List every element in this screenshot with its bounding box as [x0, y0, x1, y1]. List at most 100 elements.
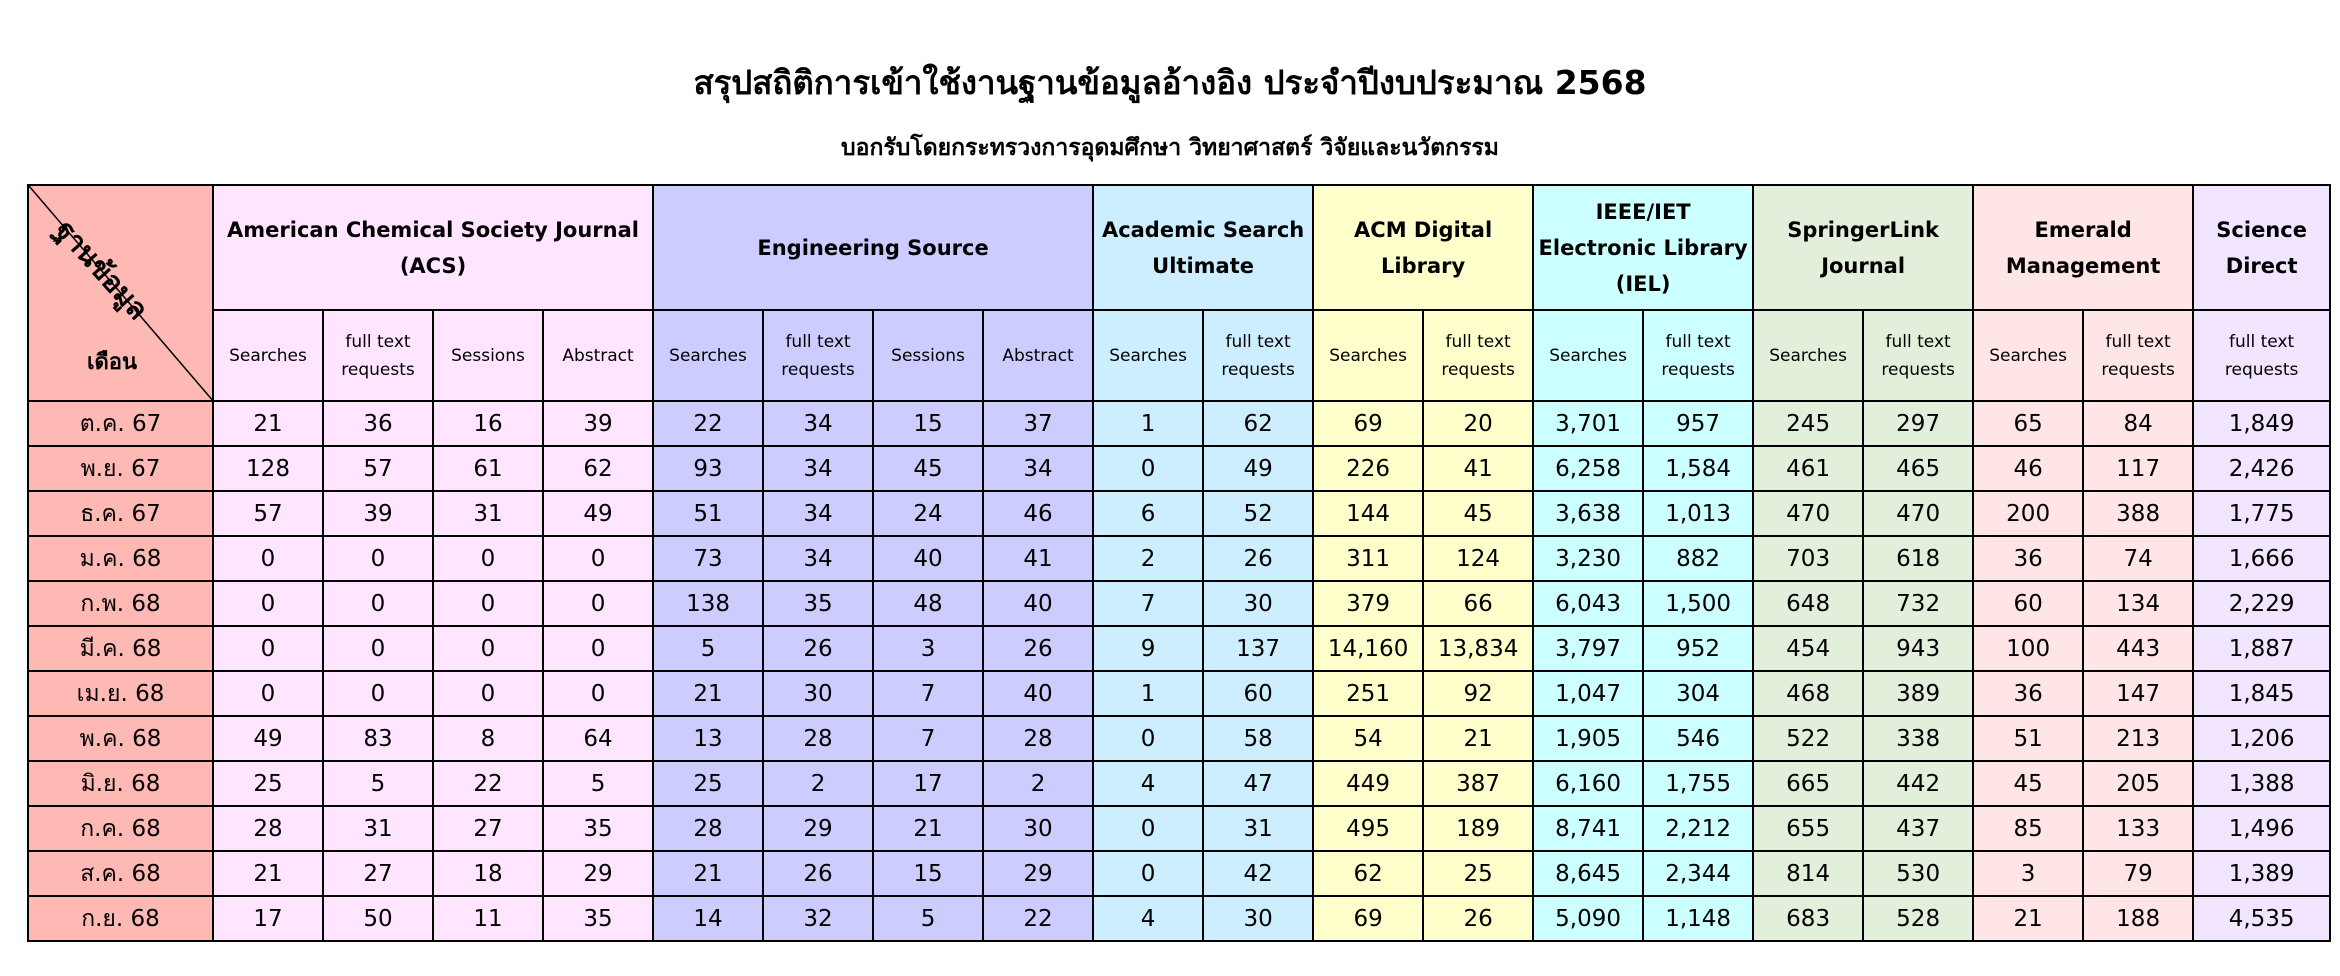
value-cell: 26	[1202, 535, 1315, 582]
value-cell: 25	[652, 760, 765, 807]
metric-header: full text requests	[2192, 309, 2332, 402]
value-cell: 137	[1202, 625, 1315, 672]
metric-header: Abstract	[541, 309, 655, 402]
value-cell: 45	[1422, 490, 1535, 537]
value-cell: 6,258	[1532, 445, 1645, 492]
usage-statistics-table: ฐานข้อมูล เดือน American Chemical Societ…	[27, 184, 2332, 942]
value-cell: 5	[652, 625, 765, 672]
value-cell: 30	[982, 805, 1095, 852]
value-cell: 943	[1862, 625, 1975, 672]
value-cell: 35	[541, 805, 655, 852]
value-cell: 304	[1642, 670, 1755, 717]
value-cell: 882	[1642, 535, 1755, 582]
value-cell: 26	[762, 625, 875, 672]
value-cell: 36	[322, 400, 434, 447]
value-cell: 8	[432, 715, 544, 762]
value-cell: 213	[2082, 715, 2195, 762]
value-cell: 46	[1972, 445, 2085, 492]
value-cell: 14,160	[1312, 625, 1425, 672]
value-cell: 0	[1092, 445, 1205, 492]
value-cell: 0	[212, 625, 324, 672]
month-cell: ก.ค. 68	[27, 805, 214, 852]
month-cell: ส.ค. 68	[27, 850, 214, 897]
value-cell: 311	[1312, 535, 1425, 582]
value-cell: 0	[1092, 715, 1205, 762]
value-cell: 128	[212, 445, 324, 492]
value-cell: 226	[1312, 445, 1425, 492]
value-cell: 74	[2082, 535, 2195, 582]
value-cell: 1,755	[1642, 760, 1755, 807]
value-cell: 20	[1422, 400, 1535, 447]
value-cell: 0	[322, 580, 434, 627]
value-cell: 34	[762, 445, 875, 492]
value-cell: 1,584	[1642, 445, 1755, 492]
value-cell: 703	[1752, 535, 1865, 582]
value-cell: 4,535	[2192, 895, 2332, 942]
value-cell: 16	[432, 400, 544, 447]
value-cell: 57	[322, 445, 434, 492]
value-cell: 29	[982, 850, 1095, 897]
table-row: เม.ย. 68 0 0 0 0 21 30 7 40 1 60 251 92 1,047 304 468 38…	[27, 670, 2332, 717]
value-cell: 21	[652, 670, 765, 717]
metric-header: full text requests	[322, 309, 434, 402]
value-cell: 1,496	[2192, 805, 2332, 852]
value-cell: 61	[432, 445, 544, 492]
value-cell: 470	[1752, 490, 1865, 537]
value-cell: 21	[1972, 895, 2085, 942]
value-cell: 92	[1422, 670, 1535, 717]
value-cell: 5	[541, 760, 655, 807]
value-cell: 0	[541, 670, 655, 717]
value-cell: 6	[1092, 490, 1205, 537]
value-cell: 1	[1092, 670, 1205, 717]
value-cell: 58	[1202, 715, 1315, 762]
value-cell: 205	[2082, 760, 2195, 807]
value-cell: 530	[1862, 850, 1975, 897]
value-cell: 28	[982, 715, 1095, 762]
value-cell: 443	[2082, 625, 2195, 672]
value-cell: 0	[322, 625, 434, 672]
value-cell: 7	[1092, 580, 1205, 627]
value-cell: 442	[1862, 760, 1975, 807]
value-cell: 648	[1752, 580, 1865, 627]
value-cell: 461	[1752, 445, 1865, 492]
value-cell: 52	[1202, 490, 1315, 537]
value-cell: 60	[1972, 580, 2085, 627]
value-cell: 13	[652, 715, 765, 762]
value-cell: 6,160	[1532, 760, 1645, 807]
value-cell: 379	[1312, 580, 1425, 627]
value-cell: 1,013	[1642, 490, 1755, 537]
value-cell: 41	[1422, 445, 1535, 492]
value-cell: 7	[872, 715, 985, 762]
value-cell: 0	[212, 580, 324, 627]
table-row: พ.ย. 67 128 57 61 62 93 34 45 34 0 49 226 41 6,258 1,5…	[27, 445, 2332, 492]
value-cell: 4	[1092, 895, 1205, 942]
value-cell: 388	[2082, 490, 2195, 537]
month-cell: ก.ย. 68	[27, 895, 214, 942]
value-cell: 0	[541, 625, 655, 672]
metric-header: full text requests	[2082, 309, 2195, 402]
value-cell: 34	[982, 445, 1095, 492]
value-cell: 47	[1202, 760, 1315, 807]
value-cell: 8,741	[1532, 805, 1645, 852]
value-cell: 69	[1312, 400, 1425, 447]
value-cell: 32	[762, 895, 875, 942]
metric-header: Searches	[1752, 309, 1865, 402]
value-cell: 40	[982, 670, 1095, 717]
database-header: Emerald Management	[1972, 184, 2195, 311]
value-cell: 0	[432, 535, 544, 582]
value-cell: 1,845	[2192, 670, 2332, 717]
month-cell: ธ.ค. 67	[27, 490, 214, 537]
value-cell: 732	[1862, 580, 1975, 627]
database-header: Academic Search Ultimate	[1092, 184, 1315, 311]
value-cell: 31	[1202, 805, 1315, 852]
value-cell: 24	[872, 490, 985, 537]
value-cell: 5	[322, 760, 434, 807]
metric-header: Sessions	[432, 309, 544, 402]
value-cell: 29	[541, 850, 655, 897]
value-cell: 62	[1202, 400, 1315, 447]
table-row: มิ.ย. 68 25 5 22 5 25 2 17 2 4 47 449 387 6,160 1,755 6…	[27, 760, 2332, 807]
value-cell: 124	[1422, 535, 1535, 582]
value-cell: 28	[762, 715, 875, 762]
value-cell: 100	[1972, 625, 2085, 672]
table-row: ม.ค. 68 0 0 0 0 73 34 40 41 2 26 311 124 3,230 882 703 6…	[27, 535, 2332, 582]
